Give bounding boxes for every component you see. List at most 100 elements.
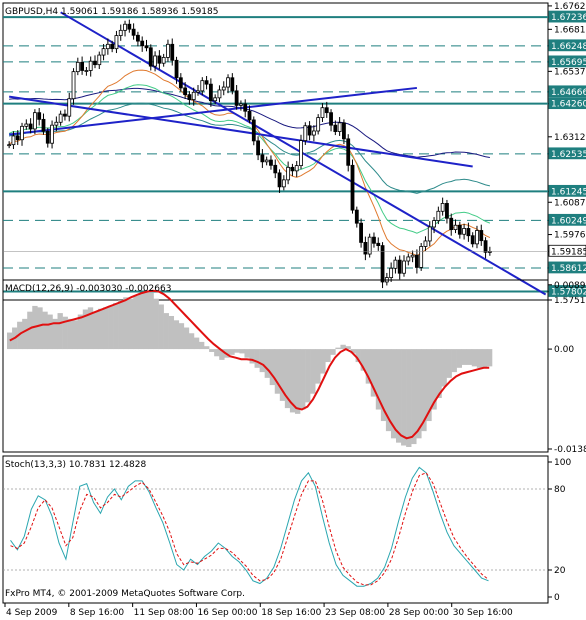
macd-histogram-bar-81 (416, 349, 422, 439)
macd-histogram-bar-17 (92, 311, 99, 350)
macd-histogram-bar-2 (17, 321, 23, 350)
price-highlight-box-3 (548, 85, 586, 98)
macd-histogram-bar-42 (219, 349, 225, 360)
price-tick-label-4: 1.65370 (554, 67, 586, 77)
candle-body-62 (273, 164, 278, 174)
candle-body-0 (7, 144, 12, 147)
candle-body-78 (342, 122, 346, 140)
macd-histogram-bar-13 (72, 320, 79, 350)
candle-body-70 (307, 125, 312, 136)
price-highlight-box-4 (548, 97, 586, 110)
price-highlight-label-2: 1.65695 (551, 58, 586, 68)
time-tick-label-6: 28 Sep 00:00 (389, 608, 449, 618)
macd-histogram-bar-95 (486, 349, 493, 367)
candle-body-26 (118, 29, 123, 36)
candle-body-45 (200, 80, 205, 92)
price-highlight-label-4: 1.64260 (551, 100, 586, 110)
candle-body-108 (470, 235, 475, 245)
candle-body-32 (144, 45, 149, 49)
macd-histogram-bar-91 (466, 349, 473, 365)
macd-histogram-bar-34 (178, 323, 185, 350)
candle-body-2 (15, 135, 20, 141)
macd-histogram-bar-66 (340, 344, 346, 350)
price-highlight-label-3: 1.64666 (551, 88, 586, 98)
candle-body-56 (247, 110, 252, 121)
macd-tick-label-0: 0.008934 (554, 281, 586, 291)
candle-body-37 (166, 43, 170, 58)
macd-histogram-bar-71 (365, 349, 372, 384)
candle-body-8 (41, 118, 46, 132)
candle-body-29 (131, 28, 136, 36)
candle-body-36 (161, 56, 166, 64)
macd-histogram-bar-72 (370, 349, 377, 397)
macd-histogram-bar-46 (239, 349, 245, 354)
candle-body-86 (376, 242, 381, 247)
macd-histogram-bar-24 (128, 298, 134, 350)
trendline-0 (60, 11, 547, 296)
price-tick-label-12: 1.59760 (554, 231, 586, 241)
macd-histogram-bar-37 (193, 337, 200, 350)
stochastic-pane: 100 80 20 0 (2, 455, 571, 604)
macd-histogram-bar-19 (102, 307, 109, 350)
candle-body-39 (174, 59, 179, 79)
macd-histogram-bar-92 (471, 349, 478, 367)
candle-body-97 (423, 240, 428, 247)
candle-body-100 (436, 210, 441, 221)
candle-body-92 (402, 260, 406, 274)
price-tick-label-10: 1.60870 (554, 198, 586, 208)
price-highlight-label-0: 1.67236 (551, 13, 586, 23)
macd-histogram-bar-44 (229, 349, 235, 355)
candle-body-4 (24, 123, 29, 127)
candle-body-80 (350, 164, 355, 211)
candle-body-104 (453, 224, 458, 231)
macd-histogram-bar-14 (77, 314, 84, 350)
price-highlight-label-9: 1.58612 (551, 264, 586, 274)
macd-histogram-bar-18 (97, 308, 104, 350)
candle-body-15 (71, 71, 76, 100)
candle-body-11 (54, 121, 59, 126)
macd-histogram-bar-36 (188, 333, 195, 350)
candle-body-20 (93, 60, 97, 66)
price-highlight-label-8: 1.59185 (551, 247, 586, 257)
candle-body-14 (67, 98, 72, 117)
candle-body-50 (221, 86, 226, 91)
macd-histogram-bar-26 (138, 292, 144, 350)
price-highlight-box-7 (548, 213, 586, 226)
price-tick-label-7: 1.63120 (554, 133, 586, 143)
price-highlight-box-9 (548, 261, 586, 274)
candle-body-34 (153, 55, 157, 67)
candle-body-57 (251, 119, 256, 142)
macd-histogram-bar-62 (320, 349, 326, 374)
macd-histogram-bar-86 (441, 349, 447, 387)
candle-body-19 (88, 60, 93, 71)
stoch-signal-line (10, 472, 489, 586)
macd-histogram-bar-39 (204, 346, 210, 350)
candle-body-35 (157, 55, 162, 64)
price-highlight-label-7: 1.60249 (551, 216, 586, 226)
copyright-text: FxPro MT4, © 2001-2009 MetaQuotes Softwa… (5, 589, 245, 599)
time-tick-label-3: 16 Sep 00:00 (197, 608, 257, 618)
candle-body-87 (380, 245, 385, 283)
candle-body-72 (316, 117, 321, 132)
candle-body-107 (466, 228, 471, 237)
price-highlight-box-10 (548, 285, 586, 297)
macd-histogram-bar-83 (426, 349, 432, 422)
candle-body-31 (140, 40, 145, 47)
candle-body-106 (462, 228, 467, 235)
candle-body-93 (406, 256, 411, 262)
candle-body-10 (50, 124, 54, 144)
macd-histogram-bar-32 (168, 315, 175, 350)
macd-histogram-bar-25 (133, 295, 139, 350)
macd-histogram-bar-12 (67, 318, 73, 350)
candle-body-67 (294, 165, 299, 172)
macd-histogram-bar-7 (42, 311, 48, 350)
price-pane-frame (2, 2, 549, 301)
candle-body-83 (363, 242, 368, 255)
price-highlight-label-1: 1.66248 (551, 42, 586, 52)
candle-body-17 (80, 61, 85, 71)
macd-histogram-bar-55 (284, 349, 291, 409)
price-highlight-box-6 (548, 184, 586, 197)
macd-histogram-bar-67 (345, 346, 351, 350)
moving-average-1 (8, 102, 491, 194)
macd-histogram-bar-41 (214, 349, 220, 357)
